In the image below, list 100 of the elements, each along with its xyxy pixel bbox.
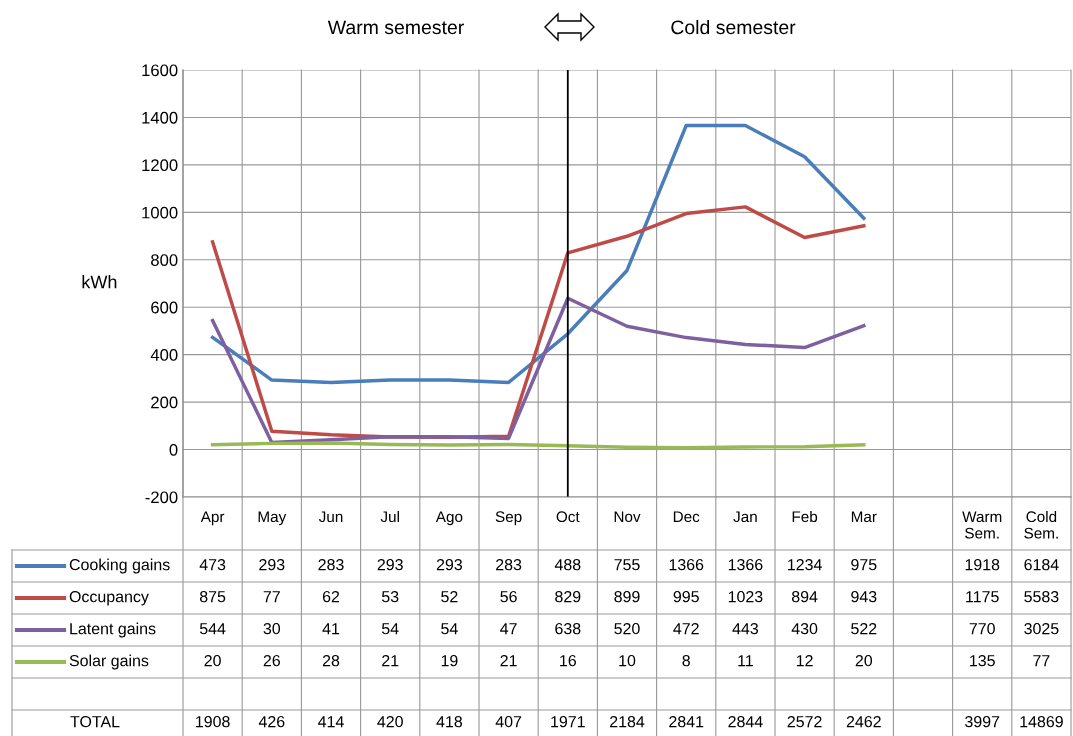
- text: 770: [969, 622, 995, 635]
- x-tick-label: Dec: [673, 511, 700, 523]
- y-tick-label: 1600: [142, 64, 178, 77]
- text: 2841: [669, 715, 704, 728]
- x-tick-label: Jan: [733, 511, 757, 523]
- data-label: 520: [614, 622, 640, 635]
- text: 1918: [965, 558, 1000, 571]
- data-label: 30: [263, 622, 281, 635]
- data-label: 54: [381, 623, 399, 635]
- text: 14869: [1020, 715, 1063, 728]
- data-label: 1366: [728, 558, 763, 571]
- y-tick-label: 200: [151, 396, 178, 409]
- y-tick-label: 400: [150, 349, 178, 361]
- data-label: 47: [500, 623, 517, 635]
- data-label: 10: [619, 654, 636, 667]
- data-label: 20: [855, 654, 873, 667]
- text: 1908: [196, 715, 230, 728]
- data-label: 943: [851, 590, 877, 603]
- data-label: 21: [500, 654, 517, 667]
- y-axis-title: kWh: [82, 275, 117, 289]
- x-tick-label: Mar: [851, 511, 877, 523]
- data-label: 755: [614, 559, 640, 571]
- text: 426: [258, 715, 285, 728]
- y-tick-label: 1000: [142, 206, 178, 219]
- data-label: 544: [199, 623, 226, 635]
- text: 2184: [610, 715, 645, 728]
- text: TOTAL: [70, 715, 120, 728]
- x-tick-label: Nov: [614, 511, 641, 523]
- text: Warm semester: [327, 20, 464, 35]
- data-label: 11: [738, 655, 753, 667]
- data-label: 20: [204, 654, 221, 667]
- x-tick-label: Ago: [435, 511, 463, 526]
- data-label: 56: [500, 590, 517, 603]
- y-tick-label: 600: [151, 301, 178, 314]
- data-label: 1234: [788, 558, 822, 571]
- text: 407: [495, 715, 522, 728]
- text: 2462: [846, 715, 881, 728]
- text: 414: [318, 716, 344, 728]
- text: Cold semester: [671, 19, 796, 35]
- data-label: 472: [673, 622, 699, 635]
- x-tick-label: Apr: [200, 511, 225, 526]
- data-label: 293: [377, 558, 403, 571]
- x-tick-label: Cold Sem.: [1024, 510, 1058, 539]
- x-tick-label: Feb: [792, 510, 818, 523]
- y-tick-label: 1400: [142, 111, 178, 124]
- data-label: 975: [851, 558, 877, 571]
- data-label: 19: [441, 654, 458, 667]
- text: 418: [436, 715, 463, 728]
- x-tick-label: Warm Sem.: [962, 511, 1002, 539]
- text: 77: [1033, 655, 1050, 667]
- text: 2572: [787, 715, 822, 728]
- line-series: [210, 123, 866, 385]
- data-label: 8: [682, 654, 690, 667]
- line-series: [210, 296, 866, 445]
- text: 3025: [1024, 622, 1059, 635]
- legend-label: Occupancy: [69, 590, 149, 606]
- data-label: 829: [555, 590, 581, 603]
- data-label: 53: [381, 590, 399, 603]
- data-label: 54: [441, 623, 458, 635]
- data-label: 899: [614, 590, 640, 603]
- text: 6184: [1024, 558, 1059, 571]
- y-tick-label: 800: [151, 254, 178, 266]
- data-label: 894: [791, 590, 818, 603]
- legend-label: Solar gains: [69, 654, 149, 670]
- text: 1175: [966, 591, 999, 603]
- data-label: 995: [673, 590, 699, 603]
- y-tick-label: 1200: [142, 159, 178, 172]
- data-label: 875: [199, 590, 226, 603]
- data-label: 28: [322, 654, 340, 667]
- data-label: 522: [851, 622, 877, 635]
- data-label: 62: [322, 590, 340, 603]
- legend-label: Latent gains: [70, 622, 156, 638]
- data-label: 21: [382, 654, 399, 667]
- data-label: 52: [441, 590, 458, 603]
- data-label: 41: [322, 623, 340, 635]
- text: 3997: [965, 715, 1000, 728]
- text: 5583: [1024, 590, 1059, 603]
- data-label: 293: [259, 558, 285, 571]
- data-label: 473: [199, 558, 226, 571]
- data-label: 293: [436, 558, 463, 571]
- data-label: 1023: [728, 590, 763, 603]
- data-label: 12: [796, 654, 813, 667]
- data-label: 638: [555, 622, 581, 635]
- y-tick-label: -200: [145, 491, 178, 504]
- text: 135: [970, 654, 995, 667]
- data-label: 16: [560, 654, 576, 667]
- x-tick-label: Jun: [318, 511, 343, 523]
- data-label: 77: [263, 591, 280, 603]
- x-tick-label: Oct: [556, 511, 580, 523]
- x-tick-label: May: [258, 511, 287, 526]
- data-label: 283: [496, 558, 522, 571]
- x-tick-label: Sep: [495, 511, 522, 526]
- data-label: 443: [732, 622, 759, 635]
- text: 2844: [728, 715, 763, 728]
- text: 420: [377, 715, 403, 728]
- text: 1971: [551, 715, 585, 728]
- data-label: 283: [318, 558, 344, 571]
- x-tick-label: Jul: [380, 510, 399, 523]
- legend-label: Cooking gains: [69, 558, 170, 574]
- data-label: 26: [263, 654, 280, 667]
